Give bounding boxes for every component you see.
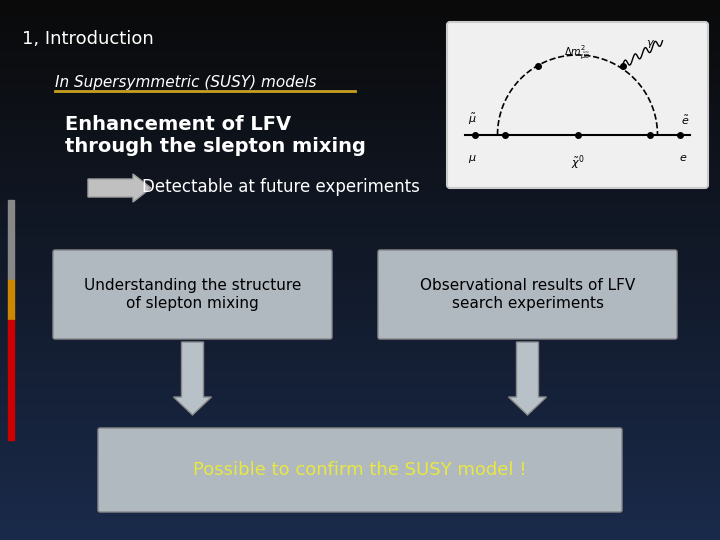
Text: 1, Introduction: 1, Introduction [22,30,154,48]
Text: $e$: $e$ [679,153,687,163]
FancyBboxPatch shape [98,428,622,512]
FancyBboxPatch shape [53,250,332,339]
FancyArrow shape [508,342,546,415]
Text: $\tilde{\mu}$: $\tilde{\mu}$ [468,112,477,127]
FancyBboxPatch shape [447,22,708,188]
FancyArrow shape [88,174,151,202]
FancyArrowPatch shape [93,181,122,195]
Bar [8,200,14,280]
Text: $\tilde{\chi}^0$: $\tilde{\chi}^0$ [571,153,585,172]
FancyBboxPatch shape [378,250,677,339]
FancyArrow shape [174,342,212,415]
Text: $\tilde{e}$: $\tilde{e}$ [681,114,689,127]
Text: Possible to confirm the SUSY model !: Possible to confirm the SUSY model ! [193,461,527,479]
Bar [8,320,14,440]
Text: Observational results of LFV
search experiments: Observational results of LFV search expe… [420,278,635,310]
Text: $\Delta m^2_{\tilde{\mu}\tilde{e}}$: $\Delta m^2_{\tilde{\mu}\tilde{e}}$ [564,43,590,60]
Bar [8,280,14,320]
Text: In Supersymmetric (SUSY) models: In Supersymmetric (SUSY) models [55,75,317,90]
Text: Detectable at future experiments: Detectable at future experiments [142,178,420,196]
Text: Enhancement of LFV
through the slepton mixing: Enhancement of LFV through the slepton m… [65,115,366,156]
Text: $\mu$: $\mu$ [468,153,477,165]
Text: Understanding the structure
of slepton mixing: Understanding the structure of slepton m… [84,278,301,310]
Text: $\gamma$: $\gamma$ [646,38,655,50]
